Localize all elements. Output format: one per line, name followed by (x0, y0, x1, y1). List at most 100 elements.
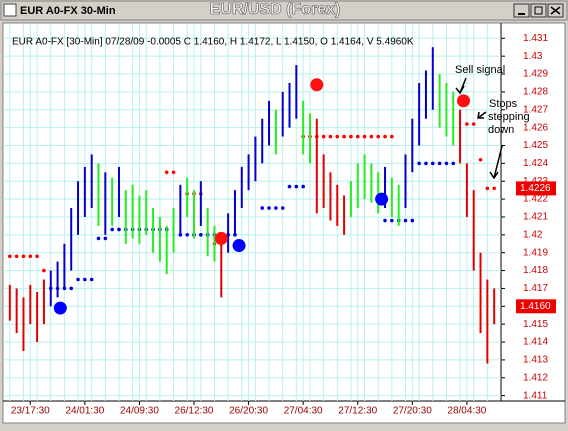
x-tick-label: 24/09:30 (120, 406, 159, 417)
y-tick-label: 1.429 (523, 69, 548, 80)
stop-dot (383, 218, 387, 223)
y-tick-label: 1.426 (523, 122, 548, 133)
y-tick-label: 1.42 (523, 229, 543, 240)
x-tick-label: 28/04:30 (447, 406, 486, 417)
stop-dot (390, 218, 394, 223)
y-tick-label: 1.43 (523, 51, 543, 62)
annotation: Sell signal (455, 64, 505, 76)
stop-dot (362, 134, 367, 139)
stop-dot (35, 254, 39, 259)
info-line: EUR A0-FX [30-Min] 07/28/09 -0.0005 C 1.… (12, 37, 414, 48)
signal-dot (214, 231, 228, 245)
stop-dot (21, 254, 26, 259)
stop-dot (164, 170, 169, 175)
stop-dot (8, 254, 12, 259)
x-tick-label: 26/20:30 (229, 406, 268, 417)
close-glyph (550, 6, 561, 15)
stop-dot (376, 134, 381, 139)
x-tick-label: 27/12:30 (338, 406, 377, 417)
stop-dot (42, 268, 46, 273)
y-tick-label: 1.424 (523, 158, 548, 169)
minimize-button[interactable] (513, 3, 530, 18)
y-tick-label: 1.412 (523, 372, 548, 383)
y-tick-label: 1.415 (523, 319, 548, 330)
stop-dot (267, 206, 271, 210)
x-tick-label: 23/17:30 (11, 406, 50, 417)
stop-dot (260, 206, 265, 210)
stop-dot (410, 218, 415, 223)
window-title: EUR A0-FX 30-Min (20, 5, 116, 17)
stop-dot (485, 186, 490, 191)
stop-dot (14, 254, 19, 259)
y-tick-label: 1.411 (523, 390, 548, 401)
stop-dot (342, 134, 346, 139)
title-bar (0, 0, 568, 21)
stop-dot (280, 206, 285, 210)
stop-dot (110, 227, 114, 232)
y-tick-label: 1.425 (523, 140, 548, 151)
annotation: down (488, 124, 514, 136)
window-buttons (513, 3, 564, 18)
stop-dot (89, 277, 94, 282)
stop-dot (328, 134, 333, 139)
x-tick-label: 27/20:30 (393, 406, 432, 417)
stop-dot (355, 134, 360, 139)
signal-dot (53, 301, 67, 315)
maximize-glyph (534, 6, 543, 15)
price-label-box (516, 299, 556, 314)
stop-dot (390, 134, 394, 139)
signal-dot (456, 94, 470, 108)
price-label: 1.4160 (520, 301, 551, 312)
stop-dot (301, 184, 305, 189)
y-tick-label: 1.418 (523, 265, 548, 276)
stop-dot (103, 236, 108, 241)
price-label: 1.4226 (520, 183, 551, 194)
y-tick-label: 1.414 (523, 337, 548, 348)
stop-dot (294, 184, 299, 189)
y-tick-label: 1.417 (523, 283, 548, 294)
stop-dot (465, 122, 469, 126)
y-tick-label: 1.428 (523, 87, 548, 98)
x-tick-label: 27/04:30 (284, 406, 323, 417)
stop-dot (76, 277, 80, 282)
signal-dot (375, 192, 389, 206)
maximize-button[interactable] (530, 3, 547, 18)
stop-dot (403, 218, 408, 223)
stop-dot (471, 122, 476, 126)
stop-dot (430, 161, 435, 166)
stop-dot (28, 254, 33, 259)
stop-arrow-upper (477, 111, 487, 119)
annotation: stepping (488, 111, 530, 123)
stop-dot (369, 134, 374, 139)
y-tick-label: 1.431 (523, 33, 548, 44)
y-tick-label: 1.422 (523, 194, 548, 205)
price-label-box (516, 181, 556, 196)
y-tick-label: 1.427 (523, 104, 548, 115)
stop-dot (451, 161, 456, 166)
stop-arrow-lower (489, 145, 503, 180)
signal-dot (310, 78, 324, 92)
x-tick-label: 24/01:30 (65, 406, 104, 417)
stop-dot (83, 277, 87, 282)
plot-background (2, 22, 566, 424)
stop-dot (185, 233, 189, 237)
y-tick-label: 1.421 (523, 212, 548, 223)
chart-title: EUR/USD (Forex) (210, 1, 341, 18)
y-tick-label: 1.423 (523, 176, 548, 187)
stop-dot (383, 134, 387, 139)
stop-dot (424, 161, 428, 166)
stop-dot (478, 157, 483, 162)
x-tick-label: 26/12:30 (175, 406, 214, 417)
stop-dot (274, 206, 278, 210)
y-tick-label: 1.413 (523, 355, 548, 366)
annotation: Stops (489, 98, 518, 110)
stop-dot (492, 186, 496, 191)
stop-dot (117, 227, 121, 232)
stop-dot (287, 184, 292, 189)
stop-dot (321, 134, 326, 139)
window-icon (3, 3, 17, 17)
stop-dot (171, 170, 176, 175)
stop-dot (199, 233, 203, 237)
stop-dot (69, 286, 74, 291)
